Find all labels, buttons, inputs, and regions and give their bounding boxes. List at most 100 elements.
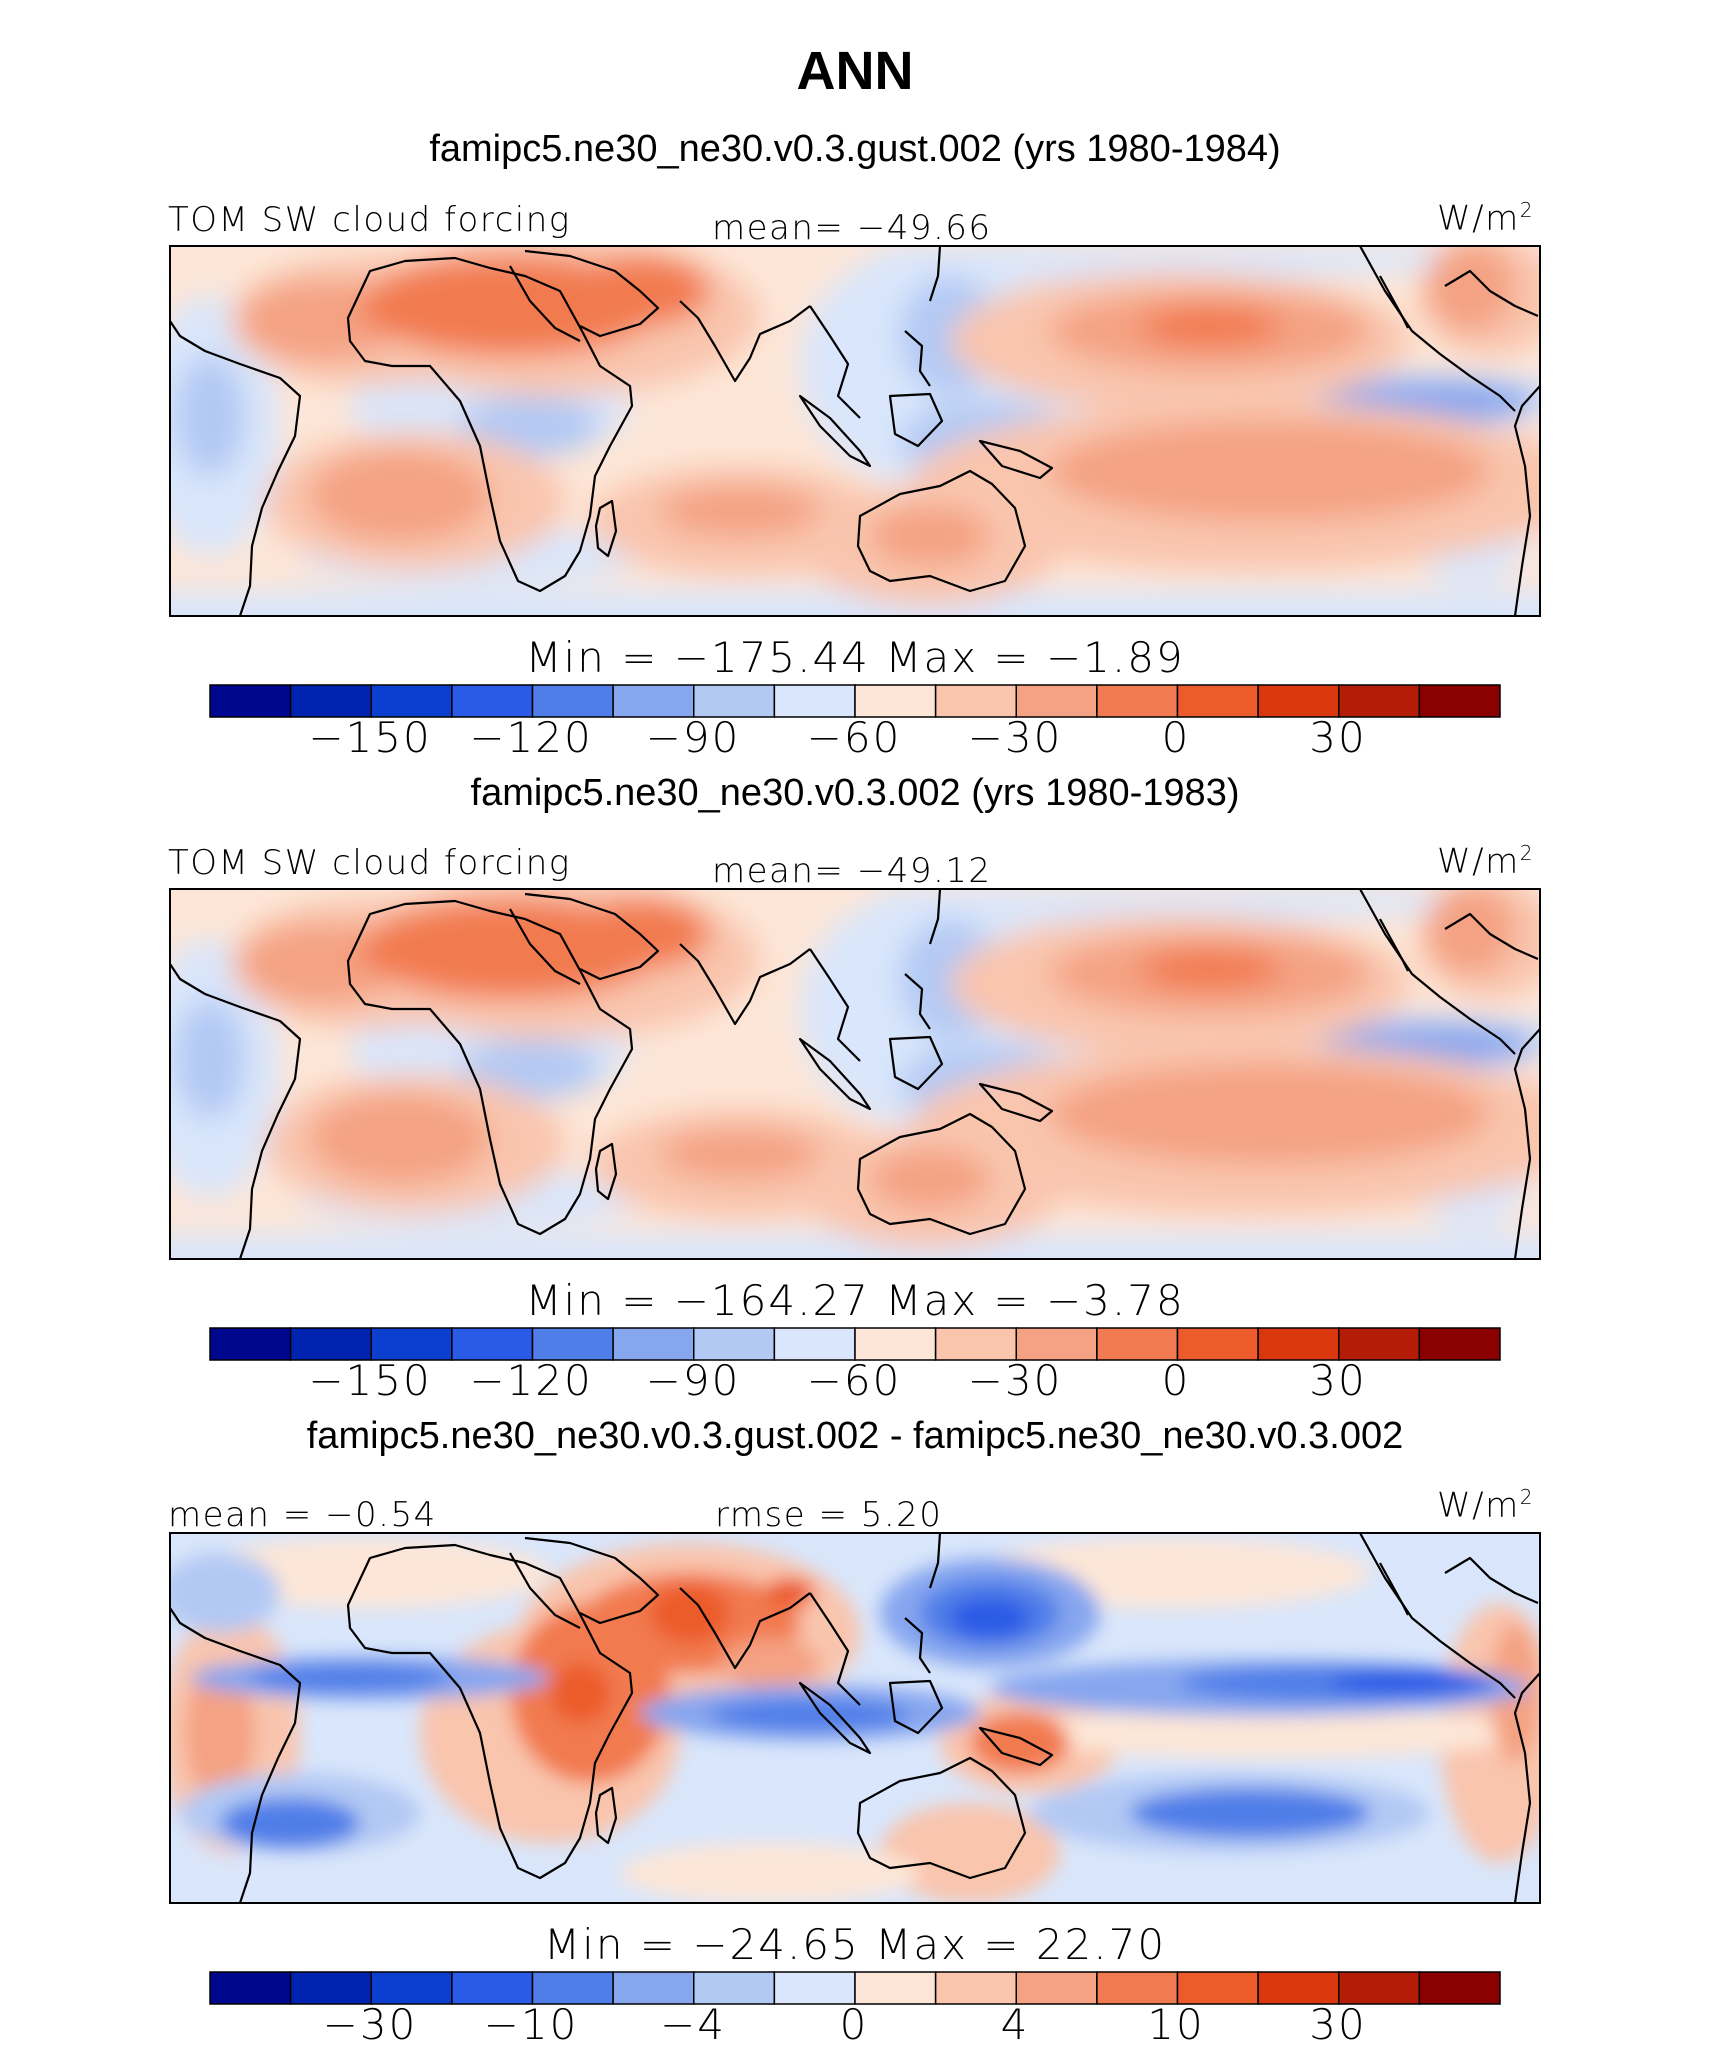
panel-3-title: famipc5.ne30_ne30.v0.3.gust.002 - famipc…: [306, 1415, 1404, 1457]
panel-1-frame: [169, 245, 1541, 617]
panel-3-colorbar: [209, 1971, 1501, 2005]
colorbar-cell: [693, 684, 776, 718]
colorbar-cell: [289, 684, 372, 718]
panel-1-variable-label: TOM SW cloud forcing: [168, 200, 571, 240]
panel-3-units-base: W/m: [1437, 1485, 1520, 1526]
colorbar-cell: [1015, 684, 1098, 718]
cb1-tick-label: −30: [967, 713, 1063, 762]
panel-1-units: W/m2: [1437, 198, 1534, 238]
cb1-tick-label: −60: [806, 713, 902, 762]
colorbar-cell: [1418, 684, 1501, 718]
cb2-tick-label: −120: [469, 1356, 593, 1405]
colorbar-cell: [1015, 1971, 1098, 2005]
colorbar-cell: [289, 1327, 372, 1361]
panel-1-title: famipc5.ne30_ne30.v0.3.gust.002 (yrs 198…: [429, 128, 1281, 170]
colorbar-cell: [934, 684, 1017, 718]
cb3-tick-label: −30: [322, 2000, 418, 2049]
colorbar-cell: [209, 1327, 292, 1361]
panel-2-field: [170, 889, 1540, 1259]
panel-3-rmse-label: rmse = 5.20: [715, 1495, 943, 1535]
colorbar-cell: [854, 684, 937, 718]
panel-3-units-exponent: 2: [1519, 1485, 1534, 1509]
panel-1-units-exponent: 2: [1519, 198, 1534, 222]
colorbar-cell: [934, 1327, 1017, 1361]
colorbar-cell: [370, 1327, 453, 1361]
colorbar-cell: [209, 684, 292, 718]
cb2-tick-label: 0: [1161, 1356, 1191, 1405]
cb3-tick-label: −4: [660, 2000, 726, 2049]
cb3-tick-label: 0: [839, 2000, 869, 2049]
colorbar-cell: [1176, 1971, 1259, 2005]
cb3-tick-label: 4: [1000, 2000, 1030, 2049]
colorbar-cell: [209, 1971, 292, 2005]
colorbar-cell: [1096, 684, 1179, 718]
colorbar-cell: [451, 1971, 534, 2005]
panel-2-units-base: W/m: [1437, 841, 1520, 882]
colorbar-cell: [1257, 1327, 1340, 1361]
colorbar-cell: [1096, 1327, 1179, 1361]
colorbar-cell: [854, 1327, 937, 1361]
panel-2-units: W/m2: [1437, 841, 1534, 881]
cb3-tick-label: 30: [1309, 2000, 1367, 2049]
colorbar-cell: [612, 1327, 695, 1361]
colorbar-cell: [1176, 684, 1259, 718]
cb3-tick-label: 10: [1147, 2000, 1205, 2049]
colorbar-cell: [370, 1971, 453, 2005]
colorbar-cell: [773, 1971, 856, 2005]
panel-3-frame: [169, 1532, 1541, 1904]
colorbar-cell: [1338, 1327, 1421, 1361]
cb2-tick-label: −150: [308, 1356, 432, 1405]
colorbar-cell: [612, 684, 695, 718]
colorbar-cell: [693, 1971, 776, 2005]
cb1-tick-label: −90: [645, 713, 741, 762]
panel-2-variable-label: TOM SW cloud forcing: [168, 843, 571, 883]
cb1-tick-label: 0: [1161, 713, 1191, 762]
panel-2-mean-label: mean= −49.12: [712, 851, 992, 891]
panel-3-units: W/m2: [1437, 1485, 1534, 1525]
cb1-tick-label: 30: [1309, 713, 1367, 762]
colorbar-cell: [531, 1971, 614, 2005]
colorbar-cell: [531, 684, 614, 718]
colorbar-cell: [1257, 1971, 1340, 2005]
colorbar-cell: [1015, 1327, 1098, 1361]
colorbar-cell: [1176, 1327, 1259, 1361]
colorbar-cell: [1338, 684, 1421, 718]
panel-1-minmax: Min = −175.44 Max = −1.89: [525, 633, 1185, 682]
panel-1-colorbar: [209, 684, 1501, 718]
main-title: ANN: [796, 41, 914, 101]
panel-1-map: [169, 245, 1541, 617]
colorbar-cell: [1418, 1327, 1501, 1361]
panel-1-units-base: W/m: [1437, 198, 1520, 239]
panel-3-mean-label: mean = −0.54: [168, 1495, 437, 1535]
panel-3-field: [170, 1533, 1540, 1903]
panel-3-minmax: Min = −24.65 Max = 22.70: [543, 1920, 1167, 1969]
panel-1-field: [170, 246, 1540, 616]
panel-2-title: famipc5.ne30_ne30.v0.3.002 (yrs 1980-198…: [470, 772, 1240, 814]
cb1-tick-label: −120: [469, 713, 593, 762]
panel-2-colorbar: [209, 1327, 1501, 1361]
cb2-tick-label: −60: [806, 1356, 902, 1405]
cb1-tick-label: −150: [308, 713, 432, 762]
panel-2-map: [169, 888, 1541, 1260]
colorbar-cell: [934, 1971, 1017, 2005]
colorbar-cell: [612, 1971, 695, 2005]
colorbar-cell: [693, 1327, 776, 1361]
colorbar-cell: [773, 684, 856, 718]
panel-1-mean-label: mean= −49.66: [712, 208, 992, 248]
cb2-tick-label: −90: [645, 1356, 741, 1405]
colorbar-cell: [854, 1971, 937, 2005]
colorbar-cell: [1338, 1971, 1421, 2005]
panel-2-frame: [169, 888, 1541, 1260]
panel-2-minmax: Min = −164.27 Max = −3.78: [525, 1276, 1185, 1325]
colorbar-cell: [451, 1327, 534, 1361]
colorbar-cell: [451, 684, 534, 718]
colorbar-cell: [289, 1971, 372, 2005]
colorbar-cell: [1096, 1971, 1179, 2005]
colorbar-cell: [1257, 684, 1340, 718]
colorbar-cell: [370, 684, 453, 718]
colorbar-cell: [773, 1327, 856, 1361]
colorbar-cell: [531, 1327, 614, 1361]
cb2-tick-label: −30: [967, 1356, 1063, 1405]
cb3-tick-label: −10: [483, 2000, 579, 2049]
panel-2-units-exponent: 2: [1519, 841, 1534, 865]
